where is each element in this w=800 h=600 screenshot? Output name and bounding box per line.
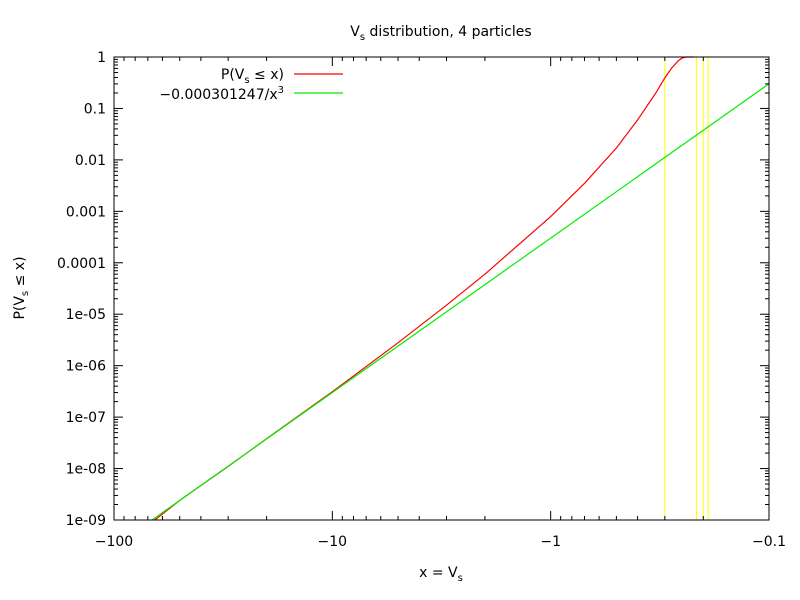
chart-title: Vs distribution, 4 particles bbox=[350, 24, 531, 43]
legend-label-1: P(Vs ≤ x) bbox=[221, 67, 284, 86]
y-tick-label: 0.0001 bbox=[57, 256, 106, 272]
y-tick-label: 1e-08 bbox=[66, 462, 106, 478]
x-tick-label: −10 bbox=[318, 534, 348, 550]
y-tick-label: 1 bbox=[97, 50, 106, 66]
x-tick-label: −0.1 bbox=[752, 534, 786, 550]
y-axis-label: P(Vs ≤ x) bbox=[12, 256, 31, 319]
x-tick-label: −1 bbox=[540, 534, 561, 550]
plot-frame bbox=[113, 56, 770, 521]
x-tick-label: −100 bbox=[95, 534, 133, 550]
y-tick-label: 1e-06 bbox=[66, 359, 106, 375]
series-line-1 bbox=[154, 56, 695, 521]
legend-label-2: −0.000301247/x3 bbox=[159, 85, 284, 103]
y-tick-label: 1e-05 bbox=[66, 307, 106, 323]
series-line-2 bbox=[151, 83, 770, 521]
y-tick-label: 1e-07 bbox=[66, 410, 106, 426]
y-tick-label: 1e-09 bbox=[66, 513, 106, 529]
y-tick-label: 0.001 bbox=[66, 204, 106, 220]
x-axis-label: x = Vs bbox=[419, 565, 463, 584]
y-tick-label: 0.01 bbox=[75, 153, 106, 169]
y-tick-label: 0.1 bbox=[84, 101, 106, 117]
